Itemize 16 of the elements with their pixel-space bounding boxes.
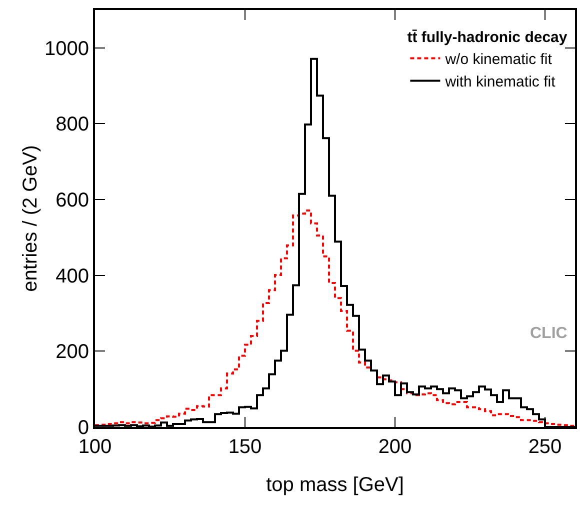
legend-title: tt̄ fully-hadronic decay [407,29,568,46]
x-tick-label: 250 [528,436,562,458]
x-tick-label: 200 [378,436,412,458]
y-tick-label: 1000 [44,38,89,60]
y-tick-label: 0 [78,417,89,439]
annotation: CLIC [530,325,568,342]
x-tick-label: 100 [78,436,112,458]
y-axis-title: entries / (2 GeV) [20,145,42,292]
y-tick-label: 200 [56,341,89,364]
y-tick-label: 600 [56,190,89,212]
x-tick-label: 150 [228,436,262,458]
x-axis-title: top mass [GeV] [266,474,404,496]
y-tick-label: 400 [56,265,89,288]
y-tick-label: 800 [56,114,89,136]
legend-label: w/o kinematic fit [444,51,553,68]
legend-label: with kinematic fit [444,74,556,91]
